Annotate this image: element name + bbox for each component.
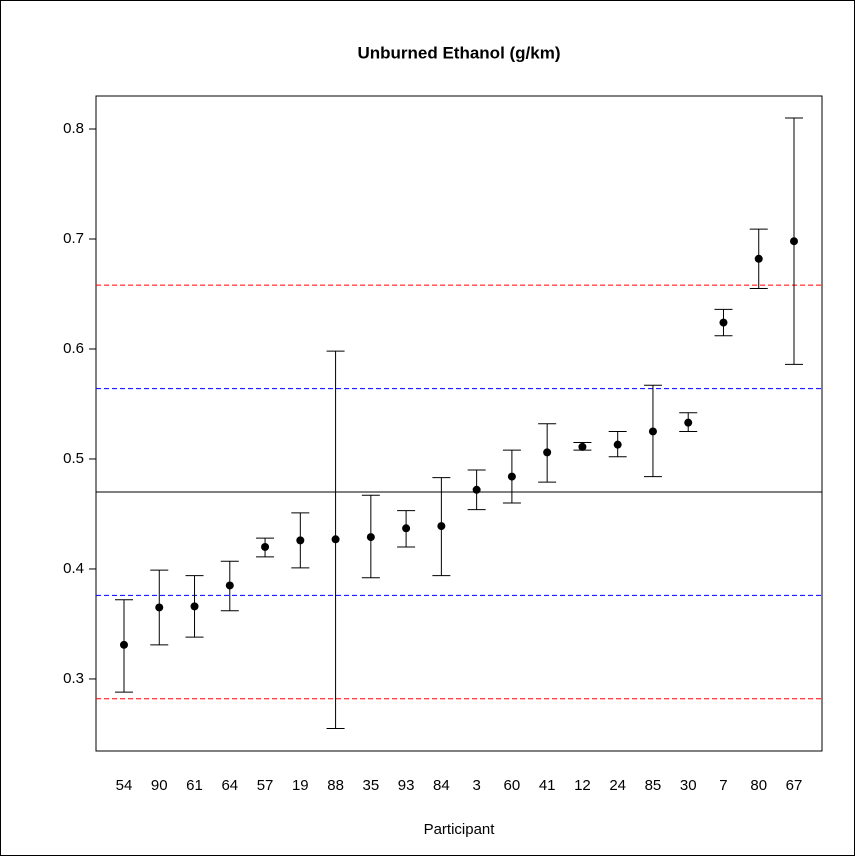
x-tick-label: 41 xyxy=(539,777,556,794)
y-tick-label: 0.7 xyxy=(63,230,84,247)
point xyxy=(190,602,199,611)
point xyxy=(296,536,305,545)
point xyxy=(402,524,411,533)
x-tick-label: 61 xyxy=(186,777,203,794)
point xyxy=(684,418,693,427)
point xyxy=(472,485,481,494)
x-tick-label: 85 xyxy=(645,777,662,794)
y-tick-label: 0.5 xyxy=(63,450,84,467)
x-tick-label: 24 xyxy=(609,777,626,794)
y-tick-label: 0.8 xyxy=(63,120,84,137)
y-tick-label: 0.3 xyxy=(63,670,84,687)
x-tick-label: 80 xyxy=(750,777,767,794)
point xyxy=(648,427,657,436)
x-tick-label: 88 xyxy=(327,777,344,794)
y-tick-label: 0.6 xyxy=(63,340,84,357)
x-tick-label: 7 xyxy=(719,777,727,794)
x-axis-label: Participant xyxy=(424,821,496,838)
point xyxy=(719,318,728,327)
x-tick-label: 84 xyxy=(433,777,450,794)
point xyxy=(790,237,798,246)
chart-title: Unburned Ethanol (g/km) xyxy=(357,43,560,62)
x-tick-label: 19 xyxy=(292,777,309,794)
point xyxy=(578,442,587,451)
y-tick-label: 0.4 xyxy=(63,560,84,577)
point xyxy=(155,603,164,612)
point xyxy=(754,254,763,263)
x-tick-label: 54 xyxy=(116,777,133,794)
x-tick-label: 3 xyxy=(472,777,480,794)
point xyxy=(261,542,270,551)
x-tick-label: 35 xyxy=(362,777,379,794)
x-tick-label: 93 xyxy=(398,777,415,794)
point xyxy=(366,533,375,542)
x-tick-label: 57 xyxy=(257,777,274,794)
point xyxy=(120,640,128,649)
point xyxy=(543,448,552,457)
plot-box xyxy=(95,95,823,752)
point xyxy=(225,581,234,590)
x-tick-label: 30 xyxy=(680,777,697,794)
point xyxy=(507,472,516,481)
point xyxy=(437,522,446,531)
x-tick-label: 67 xyxy=(786,777,803,794)
x-tick-label: 60 xyxy=(504,777,521,794)
point xyxy=(331,535,340,544)
x-tick-label: 90 xyxy=(151,777,168,794)
point xyxy=(613,440,622,449)
x-tick-label: 12 xyxy=(574,777,591,794)
x-tick-label: 64 xyxy=(221,777,238,794)
